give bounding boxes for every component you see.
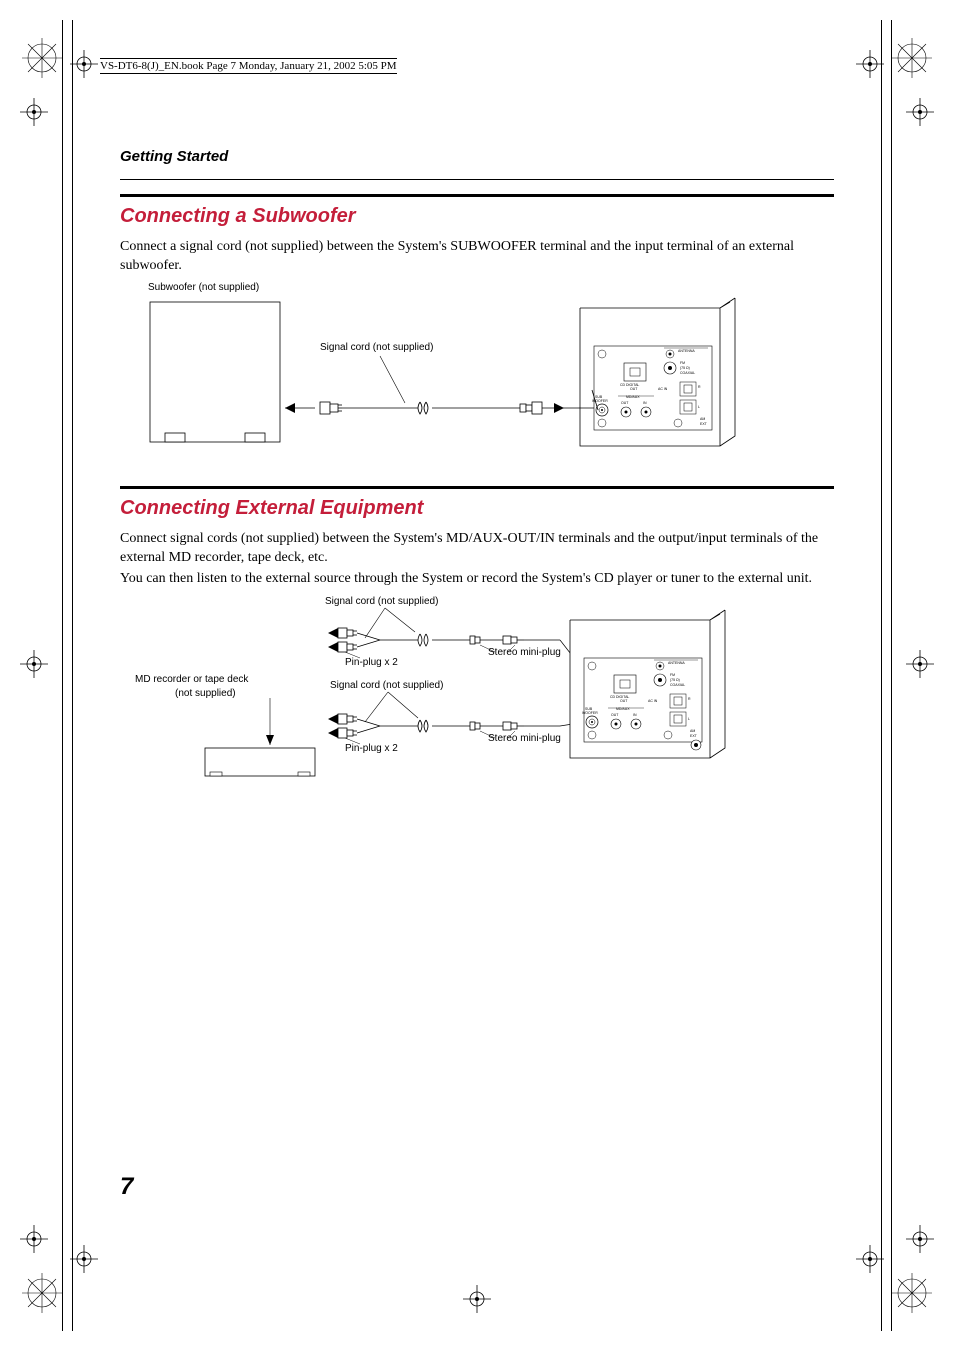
svg-text:L: L <box>698 405 700 409</box>
subwoofer-label: Subwoofer (not supplied) <box>148 282 259 293</box>
paragraph: Connect signal cords (not supplied) betw… <box>120 530 834 568</box>
signal-cord-label: Signal cord (not supplied) <box>330 680 443 691</box>
svg-text:OUT: OUT <box>620 699 628 703</box>
divider <box>120 194 834 197</box>
guide-line <box>62 20 63 1331</box>
crosshair-icon <box>856 1245 884 1273</box>
external-equipment-diagram: Signal cord (not supplied) MD recorder o… <box>120 590 834 810</box>
svg-text:AM: AM <box>690 729 695 733</box>
svg-text:COAXIAL: COAXIAL <box>670 683 685 687</box>
svg-text:OUT: OUT <box>621 401 629 405</box>
body-text: Connect signal cords (not supplied) betw… <box>120 530 834 589</box>
stereo-mini-plug-label: Stereo mini-plug <box>488 647 561 658</box>
content-area: Getting Started Connecting a Subwoofer C… <box>120 148 834 810</box>
svg-text:COAXIAL: COAXIAL <box>680 371 695 375</box>
guide-line <box>72 20 73 1331</box>
signal-cord-label: Signal cord (not supplied) <box>320 342 433 353</box>
subwoofer-diagram: Subwoofer (not supplied) Signal cord (no… <box>120 278 834 468</box>
crosshair-icon <box>20 98 48 126</box>
register-mark-icon <box>892 38 932 78</box>
svg-text:(75 Ω): (75 Ω) <box>680 366 690 370</box>
svg-text:MD/AUX: MD/AUX <box>626 395 640 399</box>
svg-text:(75 Ω): (75 Ω) <box>670 678 680 682</box>
rear-panel-icon: ANTENNA FM(75 Ω)COAXIAL CD DIGITALOUT RL… <box>570 610 725 758</box>
heading-connecting-external: Connecting External Equipment <box>120 497 834 520</box>
guide-line <box>891 20 892 1331</box>
running-header: VS-DT6-8(J)_EN.book Page 7 Monday, Janua… <box>100 58 397 74</box>
svg-text:EXT: EXT <box>700 422 708 426</box>
signal-cord-label: Signal cord (not supplied) <box>325 596 438 607</box>
svg-text:FM: FM <box>670 673 675 677</box>
register-mark-icon <box>892 1273 932 1313</box>
divider <box>120 179 834 180</box>
register-mark-icon <box>22 1273 62 1313</box>
svg-text:OUT: OUT <box>630 387 638 391</box>
svg-text:IN: IN <box>643 401 647 405</box>
md-recorder-label2: (not supplied) <box>175 688 236 699</box>
svg-text:ANTENNA: ANTENNA <box>668 661 685 665</box>
svg-text:WOOFER: WOOFER <box>582 711 598 715</box>
body-text: Connect a signal cord (not supplied) bet… <box>120 238 834 276</box>
stereo-mini-plug-label: Stereo mini-plug <box>488 733 561 744</box>
svg-text:IN: IN <box>633 713 637 717</box>
svg-text:EXT: EXT <box>690 734 698 738</box>
crosshair-icon <box>856 50 884 78</box>
svg-text:AC IN: AC IN <box>648 699 658 703</box>
crosshair-icon <box>906 98 934 126</box>
svg-text:ANTENNA: ANTENNA <box>678 349 695 353</box>
pin-plug-label: Pin-plug x 2 <box>345 743 398 754</box>
svg-text:AM: AM <box>700 417 705 421</box>
pin-plug-label: Pin-plug x 2 <box>345 657 398 668</box>
crosshair-icon <box>906 650 934 678</box>
svg-text:WOOFER: WOOFER <box>592 399 608 403</box>
crosshair-icon <box>20 650 48 678</box>
paragraph: Connect a signal cord (not supplied) bet… <box>120 238 834 276</box>
divider <box>120 486 834 489</box>
svg-text:FM: FM <box>680 361 685 365</box>
crosshair-icon <box>70 50 98 78</box>
heading-connecting-subwoofer: Connecting a Subwoofer <box>120 205 834 228</box>
section-label: Getting Started <box>120 148 834 165</box>
register-mark-icon <box>22 38 62 78</box>
subwoofer-icon <box>150 302 280 442</box>
rear-panel-icon: ANTENNA FM (75 Ω) COAXIAL CD DIGITAL OUT… <box>580 298 735 446</box>
signal-cord-icon <box>320 402 564 414</box>
crosshair-icon <box>20 1225 48 1253</box>
md-recorder-label: MD recorder or tape deck <box>135 674 249 685</box>
svg-text:OUT: OUT <box>611 713 619 717</box>
paragraph: You can then listen to the external sour… <box>120 570 834 589</box>
crosshair-icon <box>463 1285 491 1313</box>
crosshair-icon <box>906 1225 934 1253</box>
svg-text:L: L <box>688 717 690 721</box>
svg-text:MD/AUX: MD/AUX <box>616 707 630 711</box>
guide-line <box>881 20 882 1331</box>
page: VS-DT6-8(J)_EN.book Page 7 Monday, Janua… <box>0 0 954 1351</box>
crosshair-icon <box>70 1245 98 1273</box>
svg-text:AC IN: AC IN <box>658 387 668 391</box>
page-number: 7 <box>120 1173 133 1201</box>
md-recorder-icon <box>205 748 315 776</box>
